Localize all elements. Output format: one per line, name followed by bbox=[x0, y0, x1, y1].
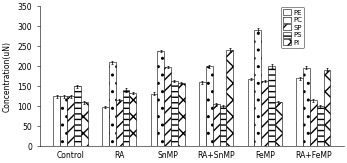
Bar bbox=[81, 102, 88, 146]
Bar bbox=[317, 106, 323, 146]
Bar bbox=[310, 100, 317, 146]
Bar bbox=[220, 106, 227, 146]
Y-axis label: Concentration(uN): Concentration(uN) bbox=[3, 41, 12, 112]
Bar bbox=[206, 66, 213, 146]
Bar bbox=[275, 102, 282, 146]
Bar bbox=[164, 67, 171, 146]
Bar bbox=[199, 82, 206, 146]
Bar bbox=[102, 107, 109, 146]
Bar bbox=[151, 94, 158, 146]
Bar bbox=[60, 96, 67, 146]
Bar bbox=[74, 86, 81, 146]
Bar bbox=[303, 67, 310, 146]
Bar bbox=[247, 79, 254, 146]
Bar bbox=[178, 83, 185, 146]
Bar bbox=[109, 62, 116, 146]
Bar bbox=[268, 66, 275, 146]
Bar bbox=[296, 78, 303, 146]
Bar bbox=[53, 96, 60, 146]
Bar bbox=[213, 104, 220, 146]
Bar bbox=[227, 50, 233, 146]
Bar bbox=[254, 30, 261, 146]
Bar bbox=[122, 90, 129, 146]
Bar bbox=[158, 51, 164, 146]
Bar bbox=[261, 81, 268, 146]
Legend: PE, PC, SP, PS, PI: PE, PC, SP, PS, PI bbox=[281, 7, 304, 48]
Bar bbox=[129, 93, 136, 146]
Bar bbox=[323, 69, 330, 146]
Bar bbox=[171, 81, 178, 146]
Bar bbox=[116, 100, 122, 146]
Bar bbox=[67, 96, 74, 146]
